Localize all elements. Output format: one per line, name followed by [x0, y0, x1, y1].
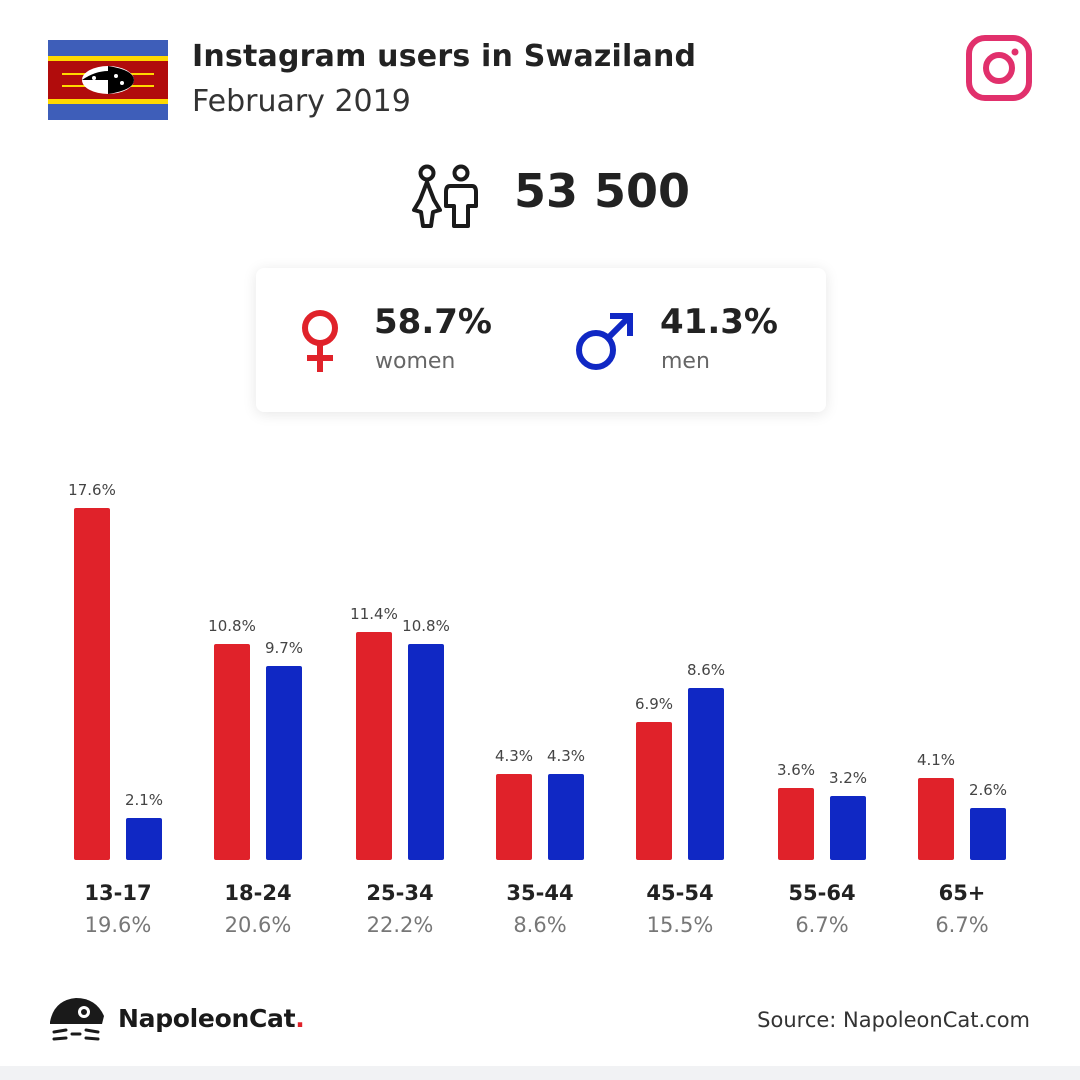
category-total-55-64: 6.7% — [795, 913, 848, 937]
bar-men-55-64 — [830, 796, 866, 860]
bar-label-men-65+: 2.6% — [969, 781, 1007, 799]
bar-women-65+ — [918, 778, 954, 860]
bar-men-25-34 — [408, 644, 444, 860]
brand-dot: . — [295, 1004, 305, 1033]
brand-name-text: NapoleonCat — [118, 1004, 296, 1033]
bar-label-women-35-44: 4.3% — [495, 747, 533, 765]
bar-label-men-55-64: 3.2% — [829, 769, 867, 787]
category-label-13-17: 13-17 — [84, 881, 151, 905]
women-label: women — [375, 349, 456, 374]
napoleoncat-logo — [50, 998, 104, 1041]
bar-women-25-34 — [356, 632, 392, 860]
bar-label-men-13-17: 2.1% — [125, 791, 163, 809]
men-percentage: 41.3% — [660, 302, 778, 342]
age-chart: 17.6% 2.1% 13-17 19.6% 10.8% 9.7% 18-24 20.6% 11… — [68, 481, 1007, 937]
female-icon — [302, 310, 338, 372]
bar-label-men-25-34: 10.8% — [402, 617, 450, 635]
category-total-35-44: 8.6% — [513, 913, 566, 937]
bar-women-13-17 — [74, 508, 110, 860]
bar-label-men-35-44: 4.3% — [547, 747, 585, 765]
brand-name: NapoleonCat. — [118, 1004, 305, 1033]
bar-label-men-45-54: 8.6% — [687, 661, 725, 679]
category-label-18-24: 18-24 — [224, 881, 291, 905]
category-total-65+: 6.7% — [935, 913, 988, 937]
source-text: Source: NapoleonCat.com — [757, 1008, 1030, 1032]
bar-men-18-24 — [266, 666, 302, 860]
bar-label-women-65+: 4.1% — [917, 751, 955, 769]
swaziland-flag — [48, 40, 168, 120]
category-total-25-34: 22.2% — [367, 913, 434, 937]
category-total-18-24: 20.6% — [225, 913, 292, 937]
page-title: Instagram users in Swaziland — [192, 39, 697, 74]
category-label-65+: 65+ — [939, 881, 986, 905]
women-percentage: 58.7% — [374, 302, 492, 342]
bar-women-35-44 — [496, 774, 532, 860]
bar-label-women-13-17: 17.6% — [68, 481, 116, 499]
category-label-25-34: 25-34 — [366, 881, 433, 905]
bar-label-women-55-64: 3.6% — [777, 761, 815, 779]
gender-card — [256, 268, 826, 412]
category-total-45-54: 15.5% — [647, 913, 714, 937]
people-icon — [412, 164, 478, 228]
male-icon — [576, 313, 633, 370]
bar-women-18-24 — [214, 644, 250, 860]
category-label-45-54: 45-54 — [646, 881, 713, 905]
bar-women-45-54 — [636, 722, 672, 860]
bar-men-45-54 — [688, 688, 724, 860]
page-subtitle: February 2019 — [192, 84, 411, 119]
instagram-icon — [966, 35, 1032, 101]
bar-label-women-45-54: 6.9% — [635, 695, 673, 713]
bottom-strip — [0, 1066, 1080, 1080]
category-total-13-17: 19.6% — [85, 913, 152, 937]
bar-label-women-18-24: 10.8% — [208, 617, 256, 635]
bar-men-35-44 — [548, 774, 584, 860]
bar-men-65+ — [970, 808, 1006, 860]
category-label-55-64: 55-64 — [788, 881, 855, 905]
total-users: 53 500 — [514, 164, 691, 218]
category-label-35-44: 35-44 — [506, 881, 573, 905]
bar-label-women-25-34: 11.4% — [350, 605, 398, 623]
bar-label-men-18-24: 9.7% — [265, 639, 303, 657]
bar-women-55-64 — [778, 788, 814, 860]
men-label: men — [661, 349, 710, 374]
bar-men-13-17 — [126, 818, 162, 860]
